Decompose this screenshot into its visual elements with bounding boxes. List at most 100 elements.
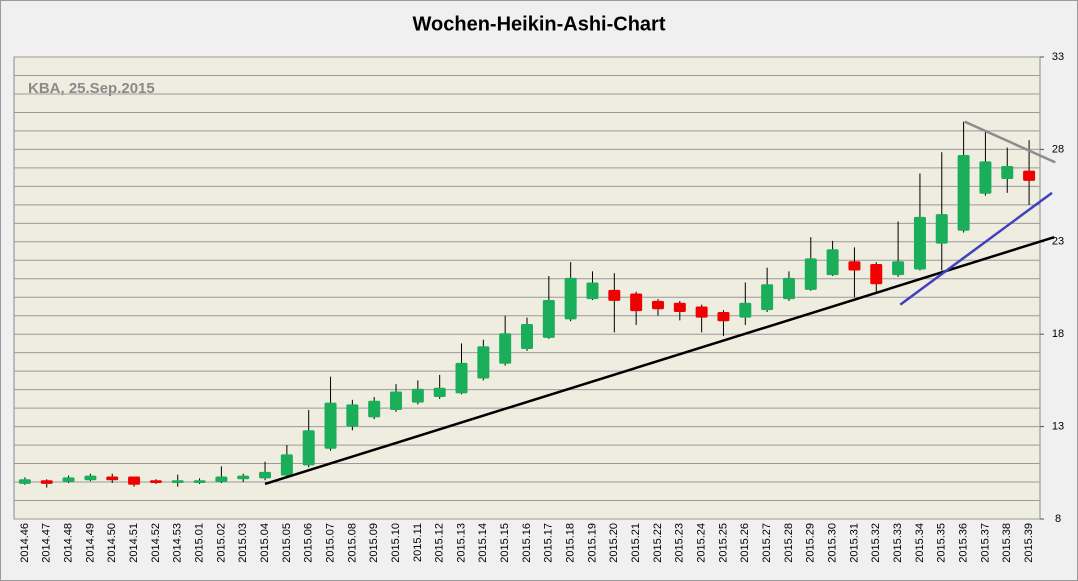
- x-tick-label: 2014.47: [41, 523, 53, 563]
- x-tick-label: 2015.27: [761, 523, 773, 563]
- x-tick-label: 2014.49: [84, 523, 96, 563]
- x-tick-label: 2015.13: [455, 523, 467, 563]
- x-tick-label: 2015.24: [696, 523, 708, 563]
- candle-body: [608, 289, 621, 301]
- x-tick-label: 2015.33: [892, 523, 904, 563]
- candle-body: [324, 402, 337, 449]
- x-tick-label: 2015.04: [259, 523, 271, 563]
- candle-body: [804, 258, 817, 290]
- chart-title: Wochen-Heikin-Ashi-Chart: [413, 13, 666, 35]
- candle-body: [521, 324, 533, 349]
- candle-body: [302, 430, 315, 466]
- x-tick-label: 2015.23: [674, 523, 686, 563]
- y-tick-label: 18: [1052, 328, 1064, 340]
- x-tick-label: 2015.38: [1001, 523, 1013, 563]
- candle-body: [761, 284, 774, 311]
- candle-body: [346, 404, 359, 427]
- x-tick-label: 2015.09: [368, 523, 380, 563]
- x-tick-label: 2014.50: [106, 523, 118, 563]
- x-tick-label: 2015.35: [936, 523, 948, 563]
- x-tick-label: 2015.20: [608, 523, 620, 563]
- x-tick-label: 2015.29: [805, 523, 817, 563]
- x-tick-label: 2015.12: [434, 523, 446, 563]
- y-tick-label: 28: [1052, 143, 1064, 155]
- x-tick-label: 2015.19: [586, 523, 598, 563]
- candle-body: [237, 475, 250, 480]
- candle-body: [106, 476, 119, 481]
- candle-body: [259, 471, 272, 479]
- candle-body: [782, 277, 795, 300]
- candle-body: [1023, 170, 1036, 181]
- trend-line: [964, 120, 1056, 164]
- candle-body: [171, 480, 184, 483]
- candle-body: [651, 300, 664, 310]
- candle-body: [280, 454, 293, 476]
- x-tick-label: 2015.39: [1023, 523, 1035, 563]
- x-tick-label: 2015.14: [477, 523, 489, 563]
- x-tick-label: 2015.06: [303, 523, 315, 563]
- candle-body: [84, 475, 97, 481]
- x-tick-label: 2015.25: [717, 523, 729, 563]
- candle-body: [128, 476, 141, 485]
- candle-body: [848, 261, 861, 271]
- x-tick-label: 2015.01: [193, 523, 205, 563]
- candle-body: [695, 306, 708, 318]
- x-tick-label: 2015.03: [237, 523, 249, 563]
- x-tick-label: 2015.22: [652, 523, 664, 563]
- candle-body: [1001, 166, 1014, 179]
- x-tick-label: 2015.36: [958, 523, 970, 563]
- candle-body: [368, 400, 381, 418]
- candle-body: [411, 388, 424, 403]
- candle-body: [542, 300, 555, 338]
- annotation: KBA, 25.Sep.2015: [28, 80, 155, 97]
- x-tick-label: 2015.05: [281, 523, 293, 563]
- candle-body: [826, 249, 839, 276]
- candle-body: [586, 282, 599, 300]
- x-tick-label: 2015.18: [565, 523, 577, 563]
- x-tick-label: 2014.52: [150, 523, 162, 563]
- candle-body: [477, 346, 490, 379]
- plot-area: [13, 56, 1041, 520]
- trend-line: [899, 191, 1053, 306]
- x-tick-label: 2015.02: [215, 523, 227, 563]
- x-tick-label: 2015.15: [499, 523, 511, 563]
- x-tick-label: 2015.17: [543, 523, 555, 563]
- candle-body: [40, 480, 53, 484]
- candle-body: [717, 312, 730, 322]
- x-tick-label: 2015.07: [324, 523, 336, 563]
- candle-body: [390, 391, 403, 410]
- candle-body: [499, 333, 512, 364]
- x-tick-label: 2015.26: [739, 523, 751, 563]
- x-tick-label: 2014.51: [128, 523, 140, 563]
- x-tick-label: 2015.21: [630, 523, 642, 563]
- y-tick-label: 13: [1052, 421, 1064, 433]
- x-tick-label: 2015.10: [390, 523, 402, 563]
- x-tick-label: 2015.16: [521, 523, 533, 563]
- y-tick-label: 8: [1055, 513, 1061, 525]
- x-tick-label: 2015.32: [870, 523, 882, 563]
- x-tick-label: 2014.46: [19, 523, 31, 563]
- candle-body: [979, 161, 992, 194]
- x-tick-label: 2014.48: [62, 523, 74, 563]
- candle-body: [62, 477, 75, 483]
- candle-body: [957, 154, 970, 231]
- x-tick-label: 2015.31: [848, 523, 860, 563]
- x-tick-label: 2015.37: [979, 523, 991, 563]
- candle-body: [870, 263, 883, 285]
- candle-body: [433, 387, 446, 398]
- x-tick-label: 2015.34: [914, 523, 926, 563]
- x-tick-label: 2015.08: [346, 523, 358, 563]
- candle-body: [455, 362, 468, 394]
- x-tick-label: 2015.11: [412, 523, 424, 562]
- candle-body: [739, 302, 752, 318]
- candle-body: [673, 302, 686, 313]
- candle-body: [215, 476, 228, 483]
- candle-body: [935, 214, 948, 244]
- candle-body: [913, 216, 926, 270]
- candle-body: [149, 480, 162, 483]
- y-tick-label: 33: [1052, 51, 1064, 63]
- y-tick-label: 23: [1052, 236, 1064, 248]
- candle-body: [892, 261, 905, 276]
